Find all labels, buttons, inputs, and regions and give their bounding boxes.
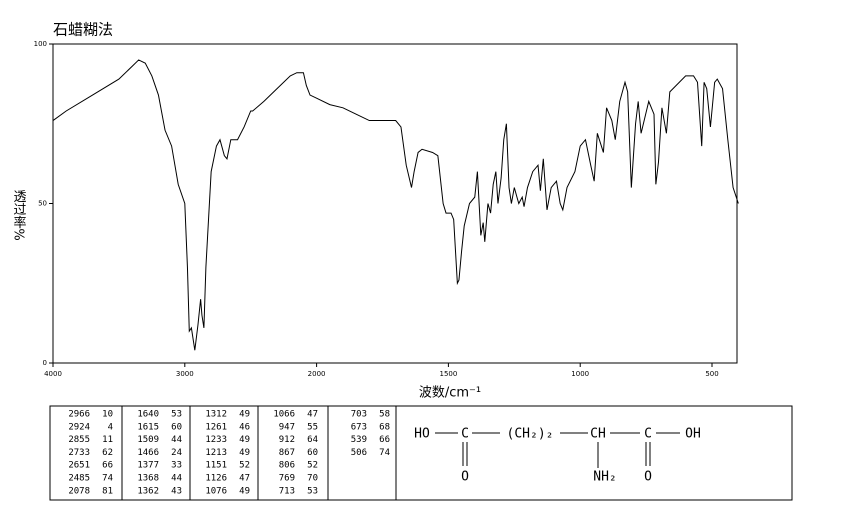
structure-group: C [644, 427, 652, 442]
peak-transmittance: 55 [307, 422, 318, 432]
peak-wavenumber: 1377 [137, 461, 159, 471]
peak-transmittance: 53 [171, 410, 182, 420]
peak-transmittance: 49 [239, 410, 250, 420]
peak-transmittance: 58 [379, 410, 390, 420]
peak-transmittance: 44 [171, 474, 182, 484]
peak-wavenumber: 539 [351, 435, 367, 445]
peak-wavenumber: 912 [279, 435, 295, 445]
x-tick-label: 500 [705, 370, 718, 378]
peak-transmittance: 66 [102, 461, 113, 471]
y-tick-label: 100 [34, 40, 47, 48]
peak-wavenumber: 1066 [273, 410, 295, 420]
peak-wavenumber: 1213 [205, 448, 227, 458]
structure-group: HO [414, 427, 430, 442]
peak-wavenumber: 947 [279, 422, 295, 432]
peak-transmittance: 33 [171, 461, 182, 471]
peak-transmittance: 60 [171, 422, 182, 432]
peak-wavenumber: 1368 [137, 474, 159, 484]
peak-wavenumber: 1126 [205, 474, 227, 484]
structure-group: C [461, 427, 469, 442]
peak-transmittance: 74 [379, 448, 390, 458]
x-tick-label: 3000 [176, 370, 194, 378]
peak-wavenumber: 506 [351, 448, 367, 458]
y-axis-label: 透过率% [11, 189, 27, 240]
structure-bonds [435, 432, 680, 468]
peak-transmittance: 43 [171, 486, 182, 496]
peak-transmittance: 46 [239, 422, 250, 432]
y-tick-label: 50 [38, 200, 47, 208]
structure-substituent: O [644, 470, 652, 485]
x-tick-label: 1500 [439, 370, 457, 378]
peak-wavenumber: 2733 [68, 448, 90, 458]
peak-transmittance: 52 [307, 461, 318, 471]
structure-substituent: O [461, 470, 469, 485]
peak-wavenumber: 673 [351, 422, 367, 432]
peak-transmittance: 66 [379, 435, 390, 445]
peak-transmittance: 49 [239, 448, 250, 458]
peak-transmittance: 10 [102, 410, 113, 420]
peak-wavenumber: 806 [279, 461, 295, 471]
x-tick-label: 1000 [571, 370, 589, 378]
peak-transmittance: 44 [171, 435, 182, 445]
peak-transmittance: 49 [239, 486, 250, 496]
peak-transmittance: 4 [108, 422, 113, 432]
peak-wavenumber: 2485 [68, 474, 90, 484]
peak-wavenumber: 769 [279, 474, 295, 484]
peak-transmittance: 64 [307, 435, 318, 445]
peak-transmittance: 11 [102, 435, 113, 445]
structure-group: CH [590, 427, 606, 442]
x-tick-label: 2000 [308, 370, 326, 378]
peak-transmittance: 52 [239, 461, 250, 471]
peak-wavenumber: 2966 [68, 410, 90, 420]
peak-wavenumber: 867 [279, 448, 295, 458]
plot-frame [52, 43, 738, 364]
peak-transmittance: 24 [171, 448, 182, 458]
peak-transmittance: 81 [102, 486, 113, 496]
peak-transmittance: 47 [307, 410, 318, 420]
structure-group: (CH₂)₂ [507, 427, 554, 442]
table-dividers [121, 406, 397, 500]
peak-wavenumber: 703 [351, 410, 367, 420]
x-axis-label: 波数/cm⁻¹ [419, 386, 481, 401]
peak-transmittance: 68 [379, 422, 390, 432]
peak-wavenumber: 1640 [137, 410, 159, 420]
peak-transmittance: 70 [307, 474, 318, 484]
peak-wavenumber: 1261 [205, 422, 227, 432]
peak-transmittance: 49 [239, 435, 250, 445]
table-frame [49, 405, 793, 501]
peak-wavenumber: 1362 [137, 486, 159, 496]
peak-transmittance: 53 [307, 486, 318, 496]
structure-substituent: NH₂ [593, 470, 616, 485]
peak-transmittance: 62 [102, 448, 113, 458]
structure-group: OH [685, 427, 701, 442]
peak-transmittance: 47 [239, 474, 250, 484]
peak-transmittance: 74 [102, 474, 113, 484]
peak-wavenumber: 1076 [205, 486, 227, 496]
peak-wavenumber: 1233 [205, 435, 227, 445]
chart-title: 石蜡糊法 [53, 21, 113, 39]
peak-wavenumber: 2855 [68, 435, 90, 445]
peak-wavenumber: 1466 [137, 448, 159, 458]
y-tick-label: 0 [43, 359, 47, 367]
peak-wavenumber: 713 [279, 486, 295, 496]
peak-wavenumber: 2924 [68, 422, 90, 432]
spectrum-line [52, 59, 739, 351]
x-tick-label: 4000 [44, 370, 62, 378]
peak-wavenumber: 1312 [205, 410, 227, 420]
peak-wavenumber: 1509 [137, 435, 159, 445]
peak-wavenumber: 2651 [68, 461, 90, 471]
peak-wavenumber: 1151 [205, 461, 227, 471]
peak-transmittance: 60 [307, 448, 318, 458]
peak-wavenumber: 2078 [68, 486, 90, 496]
peak-wavenumber: 1615 [137, 422, 159, 432]
